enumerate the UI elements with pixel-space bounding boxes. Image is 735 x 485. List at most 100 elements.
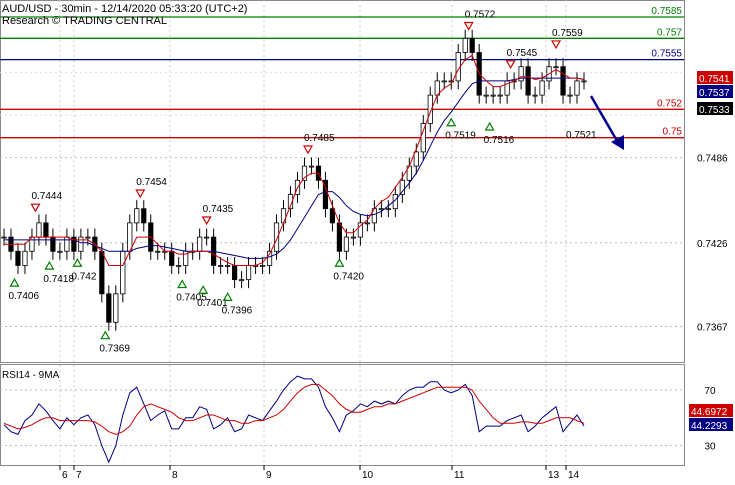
candle-body: [245, 265, 252, 281]
candle-body: [357, 222, 363, 238]
swing-low-label: 0.7519: [445, 131, 476, 142]
time-tick-label: 11: [454, 470, 465, 480]
candle-body: [22, 250, 28, 266]
time-tick-label: 13: [548, 470, 560, 480]
candle-body: [532, 94, 538, 97]
candle-body: [218, 265, 224, 267]
candle-body: [441, 80, 447, 83]
swing-low-label: 0.7369: [99, 344, 130, 355]
swing-low-marker: [72, 258, 83, 267]
swing-high-label: 0.7545: [507, 48, 538, 59]
swing-high-label: 0.7485: [304, 133, 335, 144]
candle-body: [413, 151, 419, 167]
swing-low-marker: [100, 330, 111, 340]
candle-body: [287, 194, 294, 210]
candle-body: [78, 236, 84, 252]
candle-body: [581, 80, 587, 83]
rsi-line: [3, 375, 585, 464]
rsi-tick-label: 70: [704, 386, 716, 397]
candle-body: [259, 265, 266, 267]
candle-body: [483, 94, 489, 97]
candle-body: [176, 265, 182, 267]
moving-average-slow: [4, 77, 585, 259]
swing-high-label: 0.7559: [552, 28, 583, 39]
candle-body: [232, 265, 238, 281]
swing-low-marker: [446, 117, 457, 127]
candle-body: [364, 222, 370, 225]
candle-body: [462, 37, 468, 53]
time-tick-label: 8: [172, 470, 178, 480]
swing-high-label: 0.7454: [136, 177, 167, 188]
candle-body: [329, 208, 336, 224]
candle-body: [127, 222, 133, 252]
swing-high-marker: [505, 60, 516, 70]
rsi-value-badge-blue: [689, 418, 733, 431]
candle-body: [308, 165, 315, 168]
level-label-resistance: 0.7585: [651, 6, 682, 17]
candle-body: [378, 208, 384, 211]
swing-low-marker: [222, 292, 233, 301]
candle-body: [336, 222, 343, 252]
price-tick-label: 0.7367: [697, 323, 728, 334]
candle-body: [560, 66, 566, 96]
price-tick-label: 0.7426: [697, 239, 728, 250]
candle-body: [169, 250, 175, 266]
candle-body: [1, 236, 7, 239]
swing-high-marker: [135, 189, 146, 199]
swing-low-marker: [334, 258, 345, 267]
swing-high-marker: [30, 203, 41, 213]
candle-body: [427, 94, 433, 124]
candle-body: [273, 222, 280, 252]
swing-low-marker: [9, 277, 20, 287]
current-price-label-red: 0.7541: [699, 74, 730, 85]
swing-high-label: 0.7572: [465, 9, 496, 20]
current-price-label-blue: 0.7537: [699, 88, 730, 99]
swing-high-marker: [551, 40, 562, 50]
swing-low-marker: [44, 260, 55, 270]
candle-body: [448, 80, 454, 83]
current-price-label-black: 0.7533: [699, 105, 730, 116]
candle-body: [518, 66, 524, 82]
swing-low-label: 0.742: [71, 271, 96, 282]
rsi-tick-label: 30: [704, 442, 716, 453]
swing-low-marker: [198, 285, 209, 294]
candle-body: [57, 250, 63, 253]
candle-body: [280, 208, 287, 224]
candle-body: [99, 250, 105, 295]
time-tick-label: 6: [62, 470, 68, 480]
level-label-support: 0.752: [657, 98, 682, 109]
candle-body: [36, 222, 42, 238]
candle-body: [113, 293, 119, 323]
candle-body: [85, 236, 91, 239]
candle-body: [574, 80, 580, 96]
candle-body: [120, 250, 126, 295]
price-tick-label: 0.7486: [697, 154, 728, 165]
swing-low-label: 0.7401: [197, 298, 228, 309]
price-panel: [0, 0, 685, 363]
swing-low-label: 0.7406: [8, 291, 39, 302]
projection-arrow-head: [611, 135, 624, 150]
candle-body: [225, 265, 231, 267]
candle-body: [155, 250, 161, 253]
time-tick-label: 14: [568, 470, 580, 480]
level-label-pivot: 0.7555: [651, 49, 682, 60]
candle-body: [204, 236, 210, 239]
candle-body: [301, 165, 308, 181]
time-tick-label: 9: [266, 470, 272, 480]
swing-low-marker: [177, 279, 188, 289]
candle-body: [238, 279, 245, 282]
candle-body: [64, 236, 70, 252]
swing-high-marker: [463, 21, 474, 31]
candle-body: [399, 179, 405, 195]
candle-body: [525, 66, 531, 96]
candle-body: [266, 250, 273, 266]
swing-low-label: 0.7405: [176, 293, 207, 304]
swing-high-marker: [302, 145, 314, 155]
candle-body: [106, 293, 112, 323]
swing-low-label: 0.7396: [222, 305, 253, 316]
rsi-value-label-red: 44.6972: [691, 407, 728, 418]
swing-high-label: 0.7435: [203, 204, 234, 215]
swing-low-label: 0.7420: [333, 271, 364, 282]
candle-body: [197, 236, 203, 252]
